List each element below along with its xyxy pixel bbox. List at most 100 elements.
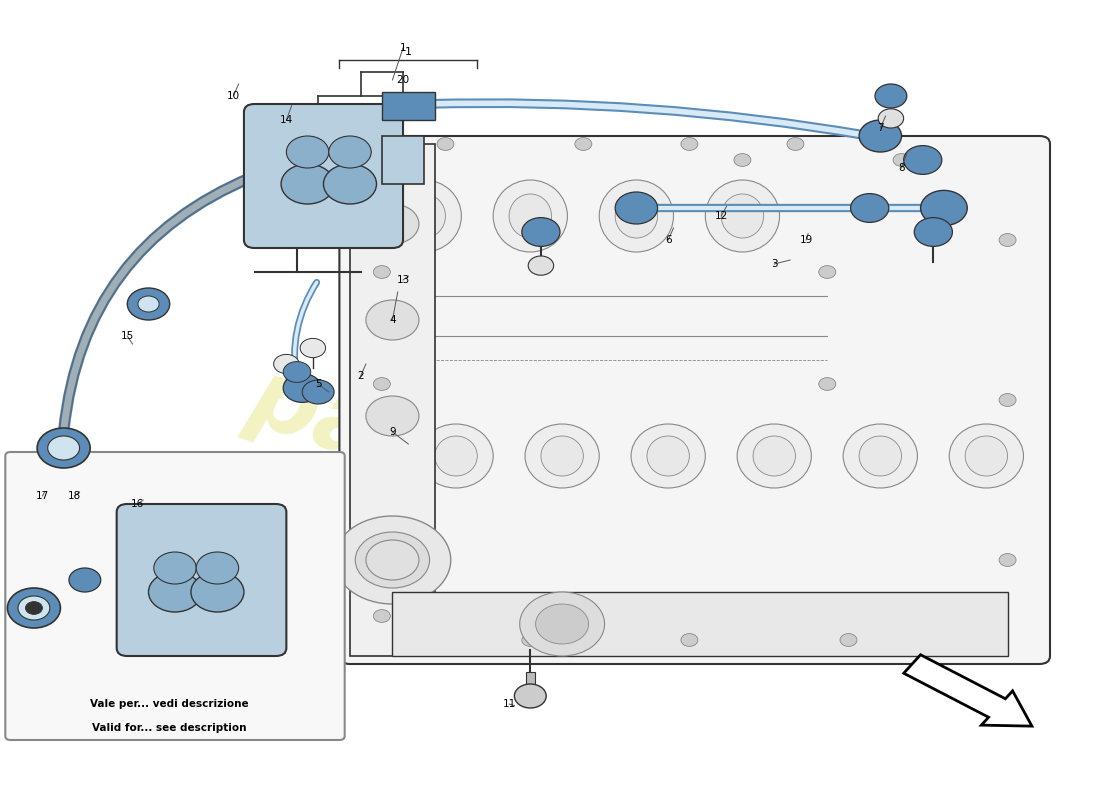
- Text: 9: 9: [389, 427, 396, 437]
- Circle shape: [373, 266, 390, 278]
- Text: 10: 10: [227, 91, 240, 101]
- Text: 20: 20: [396, 75, 409, 85]
- Text: 12: 12: [715, 211, 728, 221]
- Ellipse shape: [525, 424, 600, 488]
- Ellipse shape: [600, 180, 673, 252]
- Circle shape: [366, 396, 419, 436]
- Circle shape: [373, 154, 390, 166]
- Circle shape: [25, 602, 43, 614]
- Text: 5: 5: [315, 379, 321, 389]
- Circle shape: [859, 120, 902, 152]
- Text: 1: 1: [405, 47, 411, 57]
- Circle shape: [521, 218, 560, 246]
- Circle shape: [878, 109, 903, 128]
- Text: EUROSPARES: EUROSPARES: [601, 274, 1054, 334]
- Ellipse shape: [434, 436, 477, 476]
- Text: 7: 7: [877, 123, 883, 133]
- FancyArrow shape: [904, 654, 1032, 726]
- Ellipse shape: [844, 424, 917, 488]
- Circle shape: [528, 256, 553, 275]
- Ellipse shape: [647, 436, 690, 476]
- Text: 18: 18: [67, 491, 81, 501]
- Text: Vale per... vedi descrizione: Vale per... vedi descrizione: [90, 699, 249, 709]
- Circle shape: [282, 164, 334, 204]
- Ellipse shape: [631, 424, 705, 488]
- Circle shape: [893, 154, 910, 166]
- Circle shape: [999, 554, 1016, 566]
- Circle shape: [373, 610, 390, 622]
- Ellipse shape: [965, 436, 1008, 476]
- Circle shape: [515, 684, 547, 708]
- FancyBboxPatch shape: [340, 136, 1050, 664]
- Ellipse shape: [949, 424, 1023, 488]
- Text: 1: 1: [399, 43, 406, 53]
- Text: 2: 2: [358, 371, 364, 381]
- Circle shape: [154, 552, 196, 584]
- Circle shape: [302, 380, 334, 404]
- Circle shape: [128, 288, 169, 320]
- Circle shape: [148, 572, 201, 612]
- Ellipse shape: [859, 436, 902, 476]
- Ellipse shape: [705, 180, 780, 252]
- Circle shape: [8, 588, 61, 628]
- Circle shape: [521, 634, 539, 646]
- Circle shape: [323, 164, 376, 204]
- Circle shape: [334, 516, 451, 604]
- Circle shape: [437, 138, 454, 150]
- Text: 11: 11: [503, 699, 516, 709]
- Ellipse shape: [387, 180, 461, 252]
- Circle shape: [874, 84, 906, 108]
- Ellipse shape: [403, 194, 446, 238]
- Circle shape: [300, 338, 326, 358]
- FancyBboxPatch shape: [526, 672, 535, 692]
- Circle shape: [818, 266, 836, 278]
- Circle shape: [921, 190, 967, 226]
- Circle shape: [47, 436, 79, 460]
- Circle shape: [840, 634, 857, 646]
- Ellipse shape: [615, 194, 658, 238]
- Circle shape: [373, 378, 390, 390]
- FancyBboxPatch shape: [244, 104, 403, 248]
- Ellipse shape: [419, 424, 493, 488]
- Text: passion: passion: [238, 351, 653, 577]
- Text: 3: 3: [771, 259, 778, 269]
- FancyBboxPatch shape: [6, 452, 344, 740]
- Circle shape: [366, 204, 419, 244]
- Circle shape: [366, 540, 419, 580]
- Circle shape: [18, 596, 50, 620]
- FancyBboxPatch shape: [382, 92, 435, 120]
- Circle shape: [536, 604, 588, 644]
- Ellipse shape: [493, 180, 568, 252]
- Ellipse shape: [754, 436, 795, 476]
- Circle shape: [366, 300, 419, 340]
- Circle shape: [615, 192, 658, 224]
- Text: 1985: 1985: [823, 351, 916, 385]
- Ellipse shape: [737, 424, 812, 488]
- Circle shape: [69, 568, 101, 592]
- Circle shape: [681, 634, 697, 646]
- Circle shape: [355, 532, 429, 588]
- Circle shape: [734, 154, 751, 166]
- Ellipse shape: [541, 436, 583, 476]
- Circle shape: [138, 296, 160, 312]
- Circle shape: [681, 138, 697, 150]
- Circle shape: [999, 234, 1016, 246]
- Circle shape: [999, 394, 1016, 406]
- Circle shape: [914, 218, 953, 246]
- Text: Valid for... see description: Valid for... see description: [92, 723, 246, 733]
- Circle shape: [575, 138, 592, 150]
- Circle shape: [274, 354, 299, 374]
- Circle shape: [903, 146, 942, 174]
- Text: 16: 16: [131, 499, 144, 509]
- Circle shape: [519, 592, 605, 656]
- Text: 15: 15: [121, 331, 134, 341]
- Circle shape: [850, 194, 889, 222]
- Circle shape: [283, 362, 311, 382]
- Circle shape: [286, 136, 329, 168]
- Circle shape: [37, 428, 90, 468]
- Text: 13: 13: [396, 275, 409, 285]
- Ellipse shape: [509, 194, 551, 238]
- FancyBboxPatch shape: [393, 592, 1008, 656]
- Circle shape: [818, 378, 836, 390]
- Ellipse shape: [722, 194, 763, 238]
